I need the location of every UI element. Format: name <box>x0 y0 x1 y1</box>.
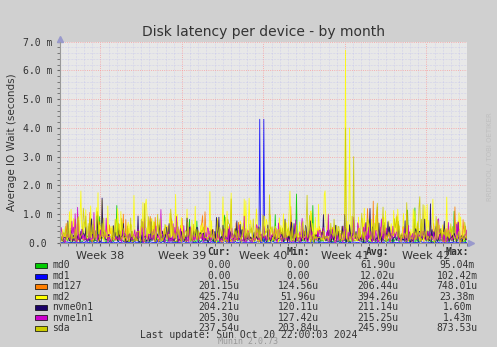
Text: 102.42m: 102.42m <box>437 271 478 281</box>
Text: Cur:: Cur: <box>207 247 231 257</box>
Text: 204.21u: 204.21u <box>198 302 239 312</box>
Text: 1.43m: 1.43m <box>442 313 472 322</box>
Text: 425.74u: 425.74u <box>198 292 239 302</box>
Text: sda: sda <box>52 323 70 333</box>
Text: 206.44u: 206.44u <box>357 281 398 291</box>
Text: md0: md0 <box>52 261 70 270</box>
Text: 51.96u: 51.96u <box>281 292 316 302</box>
Text: 0.00: 0.00 <box>207 271 231 281</box>
Text: 215.25u: 215.25u <box>357 313 398 322</box>
Text: 0.00: 0.00 <box>286 271 310 281</box>
Text: Last update: Sun Oct 20 22:00:03 2024: Last update: Sun Oct 20 22:00:03 2024 <box>140 330 357 340</box>
Text: md1: md1 <box>52 271 70 281</box>
Text: 120.11u: 120.11u <box>278 302 319 312</box>
Text: Avg:: Avg: <box>366 247 390 257</box>
Text: 61.90u: 61.90u <box>360 261 395 270</box>
Text: md2: md2 <box>52 292 70 302</box>
Text: 205.30u: 205.30u <box>198 313 239 322</box>
Text: nvme1n1: nvme1n1 <box>52 313 93 322</box>
Text: 0.00: 0.00 <box>286 261 310 270</box>
Text: 211.14u: 211.14u <box>357 302 398 312</box>
Text: 201.15u: 201.15u <box>198 281 239 291</box>
Text: 394.26u: 394.26u <box>357 292 398 302</box>
Text: md127: md127 <box>52 281 82 291</box>
Text: 873.53u: 873.53u <box>437 323 478 333</box>
Text: 0.00: 0.00 <box>207 261 231 270</box>
Text: 124.56u: 124.56u <box>278 281 319 291</box>
Text: 237.54u: 237.54u <box>198 323 239 333</box>
Text: 95.04m: 95.04m <box>440 261 475 270</box>
Text: Max:: Max: <box>445 247 469 257</box>
Text: 1.60m: 1.60m <box>442 302 472 312</box>
Title: Disk latency per device - by month: Disk latency per device - by month <box>142 25 385 39</box>
Text: 127.42u: 127.42u <box>278 313 319 322</box>
Text: 23.38m: 23.38m <box>440 292 475 302</box>
Text: 748.01u: 748.01u <box>437 281 478 291</box>
Text: 245.99u: 245.99u <box>357 323 398 333</box>
Text: RRDTOOL / TOBI OETIKER: RRDTOOL / TOBI OETIKER <box>487 112 493 201</box>
Text: 12.02u: 12.02u <box>360 271 395 281</box>
Text: nvme0n1: nvme0n1 <box>52 302 93 312</box>
Text: Average IO Wait (seconds): Average IO Wait (seconds) <box>7 74 17 211</box>
Text: Min:: Min: <box>286 247 310 257</box>
Text: Munin 2.0.73: Munin 2.0.73 <box>219 337 278 346</box>
Text: 203.84u: 203.84u <box>278 323 319 333</box>
